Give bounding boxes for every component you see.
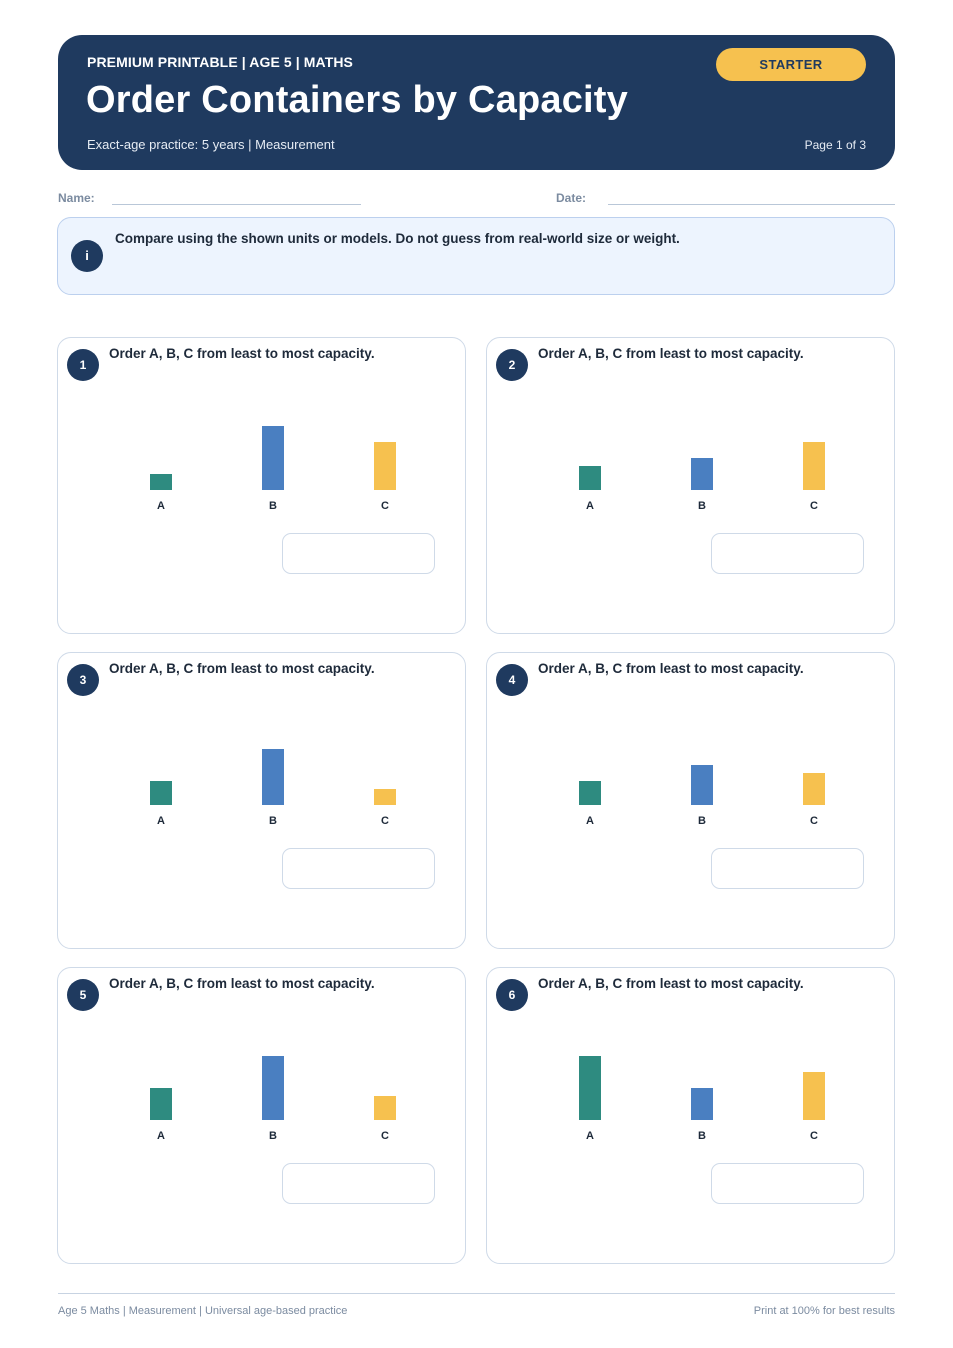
container-label: C [381, 500, 389, 512]
instruction-text: Compare using the shown units or models.… [115, 231, 680, 246]
container-bar-c [803, 773, 825, 805]
container-bar-b [262, 1056, 284, 1120]
question-prompt: Order A, B, C from least to most capacit… [109, 976, 375, 991]
answer-box[interactable] [282, 533, 435, 574]
answer-box[interactable] [711, 533, 864, 574]
container-bar-a [150, 474, 172, 490]
container-bar-a [579, 781, 601, 805]
question-card: 4 Order A, B, C from least to most capaci… [486, 652, 895, 949]
question-prompt: Order A, B, C from least to most capacit… [538, 661, 804, 676]
answer-box[interactable] [711, 848, 864, 889]
container-bar-b [262, 426, 284, 490]
container-bar-b [262, 749, 284, 805]
container-label: A [157, 500, 165, 512]
container-label: B [698, 500, 706, 512]
page-number: Page 1 of 3 [804, 138, 866, 152]
worksheet-header: PREMIUM PRINTABLE | AGE 5 | MATHS Order … [58, 35, 895, 170]
container-label: A [586, 815, 594, 827]
container-label: B [269, 500, 277, 512]
answer-box[interactable] [282, 1163, 435, 1204]
footer-right-text: Print at 100% for best results [753, 1305, 895, 1317]
level-badge: STARTER [716, 48, 866, 81]
question-prompt: Order A, B, C from least to most capacit… [538, 346, 804, 361]
container-bar-c [374, 1096, 396, 1120]
container-bar-b [691, 765, 713, 805]
name-label: Name: [58, 191, 95, 205]
footer-divider [58, 1293, 895, 1294]
container-bar-a [150, 781, 172, 805]
question-prompt: Order A, B, C from least to most capacit… [538, 976, 804, 991]
container-bar-c [803, 442, 825, 490]
question-card: 2 Order A, B, C from least to most capaci… [486, 337, 895, 634]
container-bar-a [150, 1088, 172, 1120]
container-label: C [810, 815, 818, 827]
container-label: B [698, 815, 706, 827]
question-prompt: Order A, B, C from least to most capacit… [109, 346, 375, 361]
capacity-model: A B C [150, 1056, 396, 1142]
header-kicker: PREMIUM PRINTABLE | AGE 5 | MATHS [87, 54, 353, 70]
capacity-model: A B C [579, 1056, 825, 1142]
name-line[interactable] [112, 204, 361, 205]
container-label: A [586, 500, 594, 512]
container-label: C [381, 1130, 389, 1142]
instruction-box: i Compare using the shown units or model… [57, 217, 895, 295]
answer-box[interactable] [711, 1163, 864, 1204]
container-label: A [157, 1130, 165, 1142]
question-number: 4 [496, 664, 528, 696]
container-label: B [269, 815, 277, 827]
container-label: C [381, 815, 389, 827]
question-card: 5 Order A, B, C from least to most capaci… [57, 967, 466, 1264]
question-card: 6 Order A, B, C from least to most capaci… [486, 967, 895, 1264]
answer-box[interactable] [282, 848, 435, 889]
capacity-model: A B C [150, 749, 396, 827]
container-label: B [269, 1130, 277, 1142]
date-label: Date: [556, 191, 587, 205]
header-subtitle: Exact-age practice: 5 years | Measuremen… [87, 137, 335, 152]
question-prompt: Order A, B, C from least to most capacit… [109, 661, 375, 676]
footer-left-text: Age 5 Maths | Measurement | Universal ag… [58, 1305, 348, 1317]
container-bar-c [374, 789, 396, 805]
question-number: 3 [67, 664, 99, 696]
container-bar-a [579, 1056, 601, 1120]
question-card: 3 Order A, B, C from least to most capaci… [57, 652, 466, 949]
container-label: C [810, 1130, 818, 1142]
container-bar-c [374, 442, 396, 490]
info-icon: i [71, 240, 103, 272]
container-bar-b [691, 1088, 713, 1120]
page-title: Order Containers by Capacity [86, 79, 628, 121]
container-label: A [586, 1130, 594, 1142]
question-number: 2 [496, 349, 528, 381]
container-label: A [157, 815, 165, 827]
container-label: C [810, 500, 818, 512]
capacity-model: A B C [579, 442, 825, 512]
capacity-model: A B C [150, 426, 396, 512]
question-number: 5 [67, 979, 99, 1011]
container-label: B [698, 1130, 706, 1142]
question-card: 1 Order A, B, C from least to most capaci… [57, 337, 466, 634]
container-bar-b [691, 458, 713, 490]
capacity-model: A B C [579, 765, 825, 827]
date-line[interactable] [608, 204, 895, 205]
container-bar-a [579, 466, 601, 490]
container-bar-c [803, 1072, 825, 1120]
question-number: 1 [67, 349, 99, 381]
question-number: 6 [496, 979, 528, 1011]
